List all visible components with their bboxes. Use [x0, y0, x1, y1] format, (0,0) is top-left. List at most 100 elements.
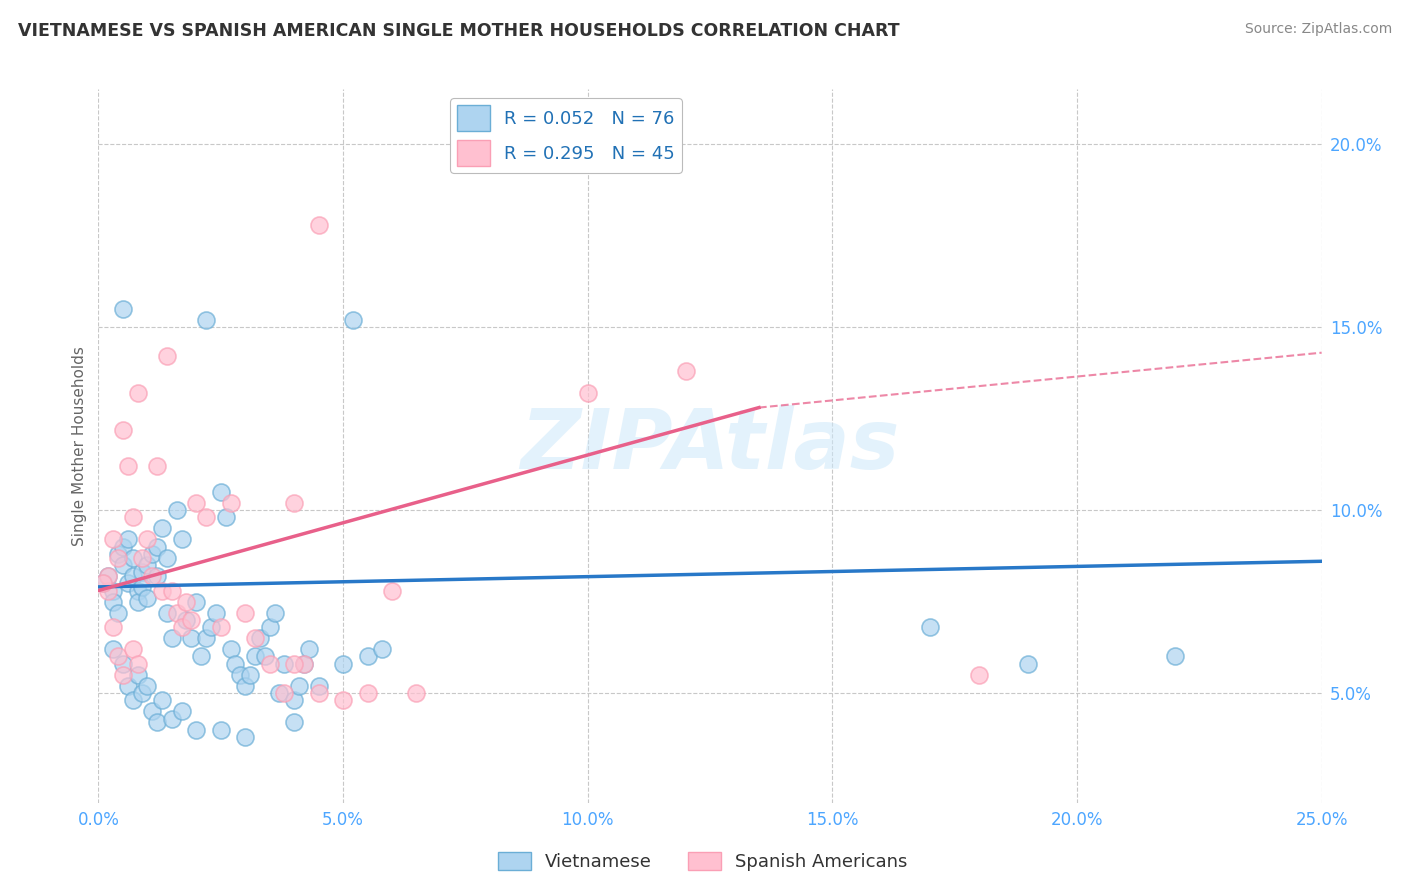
Point [381, 583, 404, 598]
Point [405, 686, 427, 700]
Point [190, 649, 212, 664]
Text: ZIPAtlas: ZIPAtlas [520, 406, 900, 486]
Point [170, 704, 193, 718]
Point [180, 631, 202, 645]
Point [101, 620, 124, 634]
Point [967, 667, 990, 681]
Point [308, 218, 330, 232]
Point [186, 594, 208, 608]
Point [1164, 649, 1187, 664]
Point [127, 386, 149, 401]
Point [141, 547, 163, 561]
Legend: Vietnamese, Spanish Americans: Vietnamese, Spanish Americans [491, 845, 915, 879]
Point [117, 459, 139, 474]
Point [131, 686, 153, 700]
Point [209, 723, 232, 737]
Point [186, 723, 208, 737]
Point [273, 686, 295, 700]
Point [111, 667, 134, 681]
Point [186, 496, 208, 510]
Point [117, 533, 139, 547]
Point [131, 566, 153, 580]
Point [356, 649, 378, 664]
Y-axis label: Single Mother Households: Single Mother Households [72, 346, 87, 546]
Point [97, 569, 120, 583]
Point [209, 484, 232, 499]
Point [127, 583, 149, 598]
Point [150, 521, 173, 535]
Point [117, 576, 139, 591]
Point [146, 569, 169, 583]
Point [107, 649, 129, 664]
Point [141, 569, 163, 583]
Point [176, 594, 198, 608]
Point [107, 550, 129, 565]
Point [332, 657, 354, 671]
Point [111, 558, 134, 572]
Point [136, 591, 159, 605]
Point [249, 631, 271, 645]
Point [292, 657, 315, 671]
Point [283, 496, 305, 510]
Point [127, 657, 149, 671]
Point [253, 649, 276, 664]
Point [150, 693, 173, 707]
Point [101, 642, 124, 657]
Point [224, 657, 246, 671]
Point [1017, 657, 1039, 671]
Point [101, 594, 124, 608]
Point [136, 533, 159, 547]
Point [920, 620, 942, 634]
Point [111, 657, 134, 671]
Point [263, 606, 285, 620]
Point [166, 606, 188, 620]
Point [150, 583, 173, 598]
Point [156, 550, 179, 565]
Point [200, 620, 222, 634]
Point [107, 606, 129, 620]
Point [283, 657, 305, 671]
Text: VIETNAMESE VS SPANISH AMERICAN SINGLE MOTHER HOUSEHOLDS CORRELATION CHART: VIETNAMESE VS SPANISH AMERICAN SINGLE MO… [18, 22, 900, 40]
Point [91, 576, 114, 591]
Point [233, 730, 256, 744]
Point [332, 693, 354, 707]
Point [308, 686, 330, 700]
Point [156, 349, 179, 363]
Point [219, 496, 242, 510]
Point [97, 569, 120, 583]
Point [195, 510, 218, 524]
Point [233, 679, 256, 693]
Point [298, 642, 321, 657]
Point [97, 583, 120, 598]
Point [269, 686, 291, 700]
Point [576, 386, 599, 401]
Point [170, 620, 193, 634]
Point [131, 550, 153, 565]
Point [195, 631, 218, 645]
Point [101, 533, 124, 547]
Point [308, 679, 330, 693]
Point [121, 693, 143, 707]
Point [205, 606, 228, 620]
Point [239, 667, 262, 681]
Point [127, 667, 149, 681]
Point [371, 642, 394, 657]
Point [176, 613, 198, 627]
Point [219, 642, 242, 657]
Point [131, 580, 153, 594]
Point [160, 631, 183, 645]
Point [342, 312, 364, 326]
Point [180, 613, 202, 627]
Point [136, 558, 159, 572]
Point [146, 540, 169, 554]
Point [209, 620, 232, 634]
Point [243, 631, 266, 645]
Point [283, 693, 305, 707]
Point [141, 704, 163, 718]
Point [156, 606, 179, 620]
Point [107, 547, 129, 561]
Point [283, 715, 305, 730]
Text: Source: ZipAtlas.com: Source: ZipAtlas.com [1244, 22, 1392, 37]
Point [273, 657, 295, 671]
Point [127, 594, 149, 608]
